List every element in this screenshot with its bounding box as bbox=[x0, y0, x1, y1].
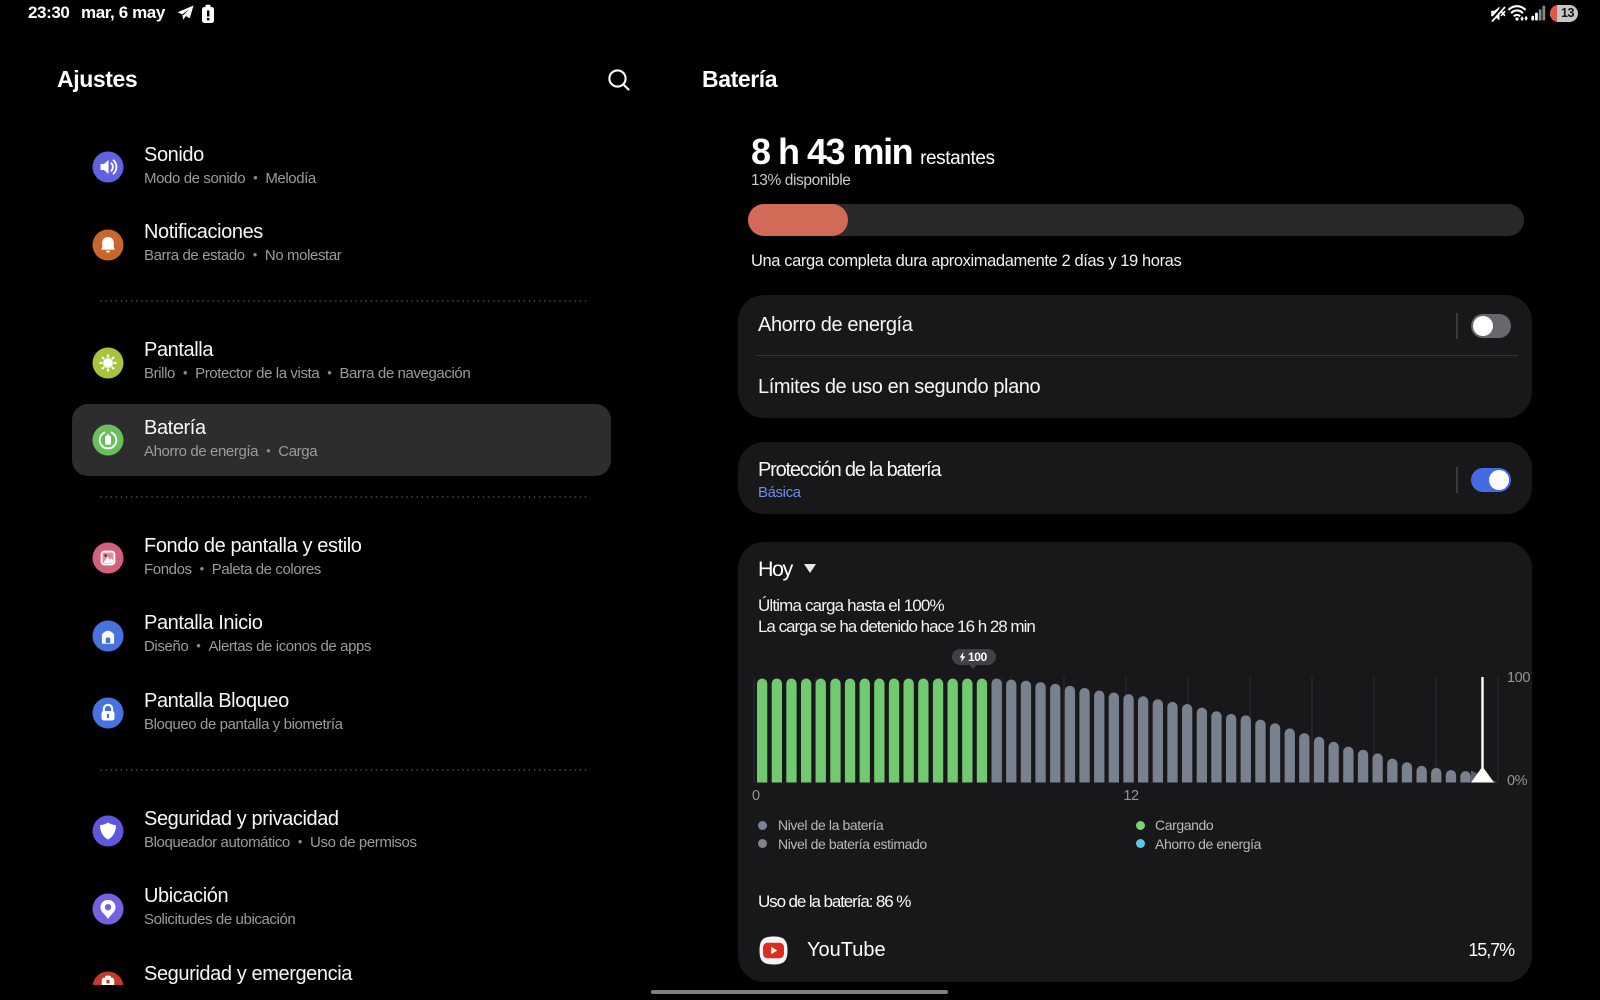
svg-text:0%: 0% bbox=[1507, 773, 1528, 789]
svg-text:12: 12 bbox=[1123, 788, 1139, 804]
svg-text:0: 0 bbox=[752, 788, 760, 804]
svg-text:100: 100 bbox=[1507, 670, 1530, 686]
